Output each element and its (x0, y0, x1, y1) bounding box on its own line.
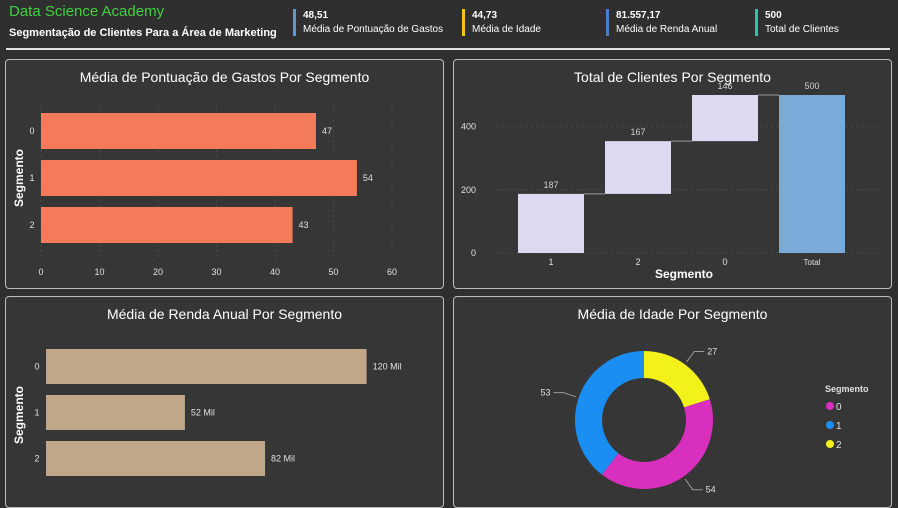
legend-marker-2 (826, 440, 834, 448)
panel-income-by-segment[interactable]: Média de Renda Anual Por Segmento 0 120 M… (5, 296, 444, 508)
bar-segment-1 (41, 160, 357, 196)
y-tick-label: 0 (471, 248, 476, 258)
kpi-label: Total de Clientes (765, 24, 839, 35)
x-tick-label: 0 (722, 257, 727, 267)
data-label: 146 (717, 81, 732, 91)
bar-segment-1 (46, 395, 185, 430)
kpi-label: Média de Renda Anual (616, 24, 718, 35)
y-tick-label: 400 (461, 122, 476, 132)
y-axis-label: Segmento (12, 149, 26, 207)
bar-segment-1 (518, 193, 584, 253)
bar-segment-0 (41, 113, 316, 149)
income-bar-chart: 0 120 Mil 1 52 Mil 2 82 Mil Segmento (12, 349, 402, 476)
donut-slice-2 (644, 351, 710, 408)
kpi-total-clients: 500 Total de Clientes (755, 9, 839, 36)
bar-segment-Total (779, 95, 845, 253)
legend-label: 0 (836, 402, 842, 413)
y-tick-label: 2 (29, 220, 34, 230)
chart-title: Total de Clientes Por Segmento (574, 69, 771, 85)
data-label: 43 (299, 220, 309, 230)
kpi-value: 81.557,17 (616, 10, 661, 21)
donut-slice-0 (601, 399, 713, 489)
data-label: 500 (804, 81, 819, 91)
donut-slice-1 (575, 351, 644, 475)
x-tick-label: 0 (38, 267, 43, 277)
data-label: 27 (707, 346, 717, 356)
data-label: 187 (543, 180, 558, 190)
chart-title: Média de Renda Anual Por Segmento (106, 306, 343, 322)
chart-title: Média de Idade Por Segmento (577, 306, 768, 322)
legend-title: Segmento (825, 384, 869, 394)
brand-title: Data Science Academy (9, 3, 165, 20)
legend-label: 2 (836, 440, 842, 451)
x-tick-label: 60 (387, 267, 397, 277)
x-tick-label: 50 (328, 267, 338, 277)
panel-clients-by-segment[interactable]: Total de Clientes Por Segmento 0 200 400 18… (453, 59, 892, 289)
x-tick-label: 2 (635, 257, 640, 267)
kpi-value: 500 (765, 10, 782, 21)
data-label: 54 (706, 485, 716, 495)
leader-line (553, 392, 577, 398)
kpi-age: 44,73 Média de Idade (462, 9, 541, 36)
y-tick-label: 1 (34, 408, 39, 418)
spending-bar-chart: 0 10 20 30 40 50 60 0 47 1 54 2 43 Segmento (12, 105, 397, 277)
bar-segment-0 (692, 95, 758, 142)
y-axis-label: Segmento (12, 386, 26, 444)
x-tick-label: 10 (94, 267, 104, 277)
panel-age-by-segment[interactable]: Média de Idade Por Segmento 27 54 53 Segmen… (453, 296, 892, 508)
bar-segment-2 (605, 141, 671, 194)
y-tick-label: 0 (29, 126, 34, 136)
leader-line (686, 350, 705, 363)
y-tick-label: 1 (29, 173, 34, 183)
header-divider (6, 48, 890, 50)
data-label: 120 Mil (373, 362, 402, 372)
legend-label: 1 (836, 421, 842, 432)
kpi-label: Média de Pontuação de Gastos (303, 24, 444, 35)
y-tick-label: 200 (461, 185, 476, 195)
x-tick-label: Total (804, 258, 821, 267)
data-label: 82 Mil (271, 454, 295, 464)
x-tick-label: 40 (270, 267, 280, 277)
x-tick-label: 30 (211, 267, 221, 277)
legend-marker-1 (826, 421, 834, 429)
data-label: 52 Mil (191, 408, 215, 418)
data-label: 47 (322, 126, 332, 136)
x-axis-label: Segmento (655, 267, 713, 281)
x-tick-label: 1 (548, 257, 553, 267)
kpi-value: 48,51 (303, 10, 329, 21)
kpi-label: Média de Idade (472, 24, 541, 35)
data-label: 53 (541, 388, 551, 398)
kpi-value: 44,73 (472, 10, 498, 21)
bar-segment-2 (46, 441, 266, 476)
y-tick-label: 2 (34, 454, 39, 464)
legend-marker-0 (826, 402, 834, 410)
bar-segment-0 (46, 349, 367, 384)
age-donut-chart: 27 54 53 Segmento 0 1 2 (541, 346, 869, 495)
clients-waterfall-chart: 0 200 400 187 1 167 2 146 0 500 Total Segmento (461, 81, 884, 281)
kpi-annual-income: 81.557,17 Média de Renda Anual (606, 9, 717, 36)
data-label: 167 (630, 127, 645, 137)
y-tick-label: 0 (34, 362, 39, 372)
chart-title: Média de Pontuação de Gastos Por Segment… (79, 69, 370, 85)
data-label: 54 (363, 173, 373, 183)
x-tick-label: 20 (153, 267, 163, 277)
dashboard-subtitle: Segmentação de Clientes Para a Área de M… (9, 27, 277, 39)
bar-segment-2 (41, 207, 293, 243)
leader-line (684, 478, 703, 491)
panel-spending-by-segment[interactable]: Média de Pontuação de Gastos Por Segment… (5, 59, 444, 289)
kpi-spending-score: 48,51 Média de Pontuação de Gastos (293, 9, 443, 36)
